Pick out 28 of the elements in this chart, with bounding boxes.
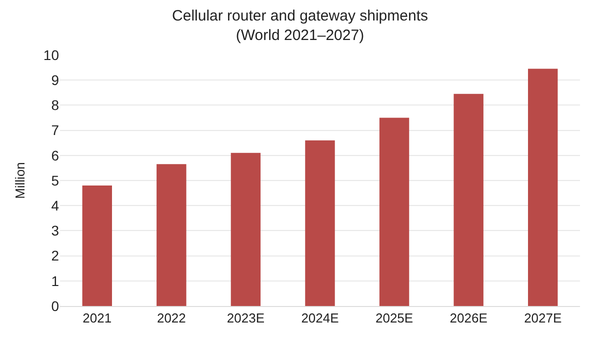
x-tick-label: 2024E — [301, 310, 340, 326]
y-tick-label: 5 — [51, 172, 60, 188]
bar — [528, 68, 558, 306]
x-tick-label: 2023E — [226, 310, 265, 326]
x-tick-label: 2026E — [450, 310, 488, 326]
y-axis-title: Million — [12, 162, 28, 199]
y-tick-label: 9 — [51, 72, 60, 88]
y-tick-label: 4 — [51, 198, 60, 214]
bar — [379, 118, 410, 306]
y-tick-label: 0 — [51, 298, 60, 314]
bar — [305, 140, 335, 306]
y-tick-label: 8 — [51, 97, 60, 114]
bar — [156, 164, 186, 306]
x-tick-label: 2022 — [156, 310, 186, 326]
y-tick-label: 3 — [51, 222, 60, 239]
y-tick-label: 7 — [51, 122, 60, 138]
bar — [454, 94, 484, 306]
x-tick-label: 2025E — [375, 310, 414, 326]
x-tick-label: 2021 — [82, 310, 112, 326]
chart-title: Cellular router and gateway shipments — [172, 7, 428, 24]
y-tick-label: 6 — [51, 147, 60, 164]
bar — [230, 152, 261, 306]
y-tick-label: 2 — [51, 248, 60, 264]
x-tick-label: 2027E — [524, 310, 562, 326]
bar — [82, 186, 112, 306]
y-tick-label: 1 — [51, 272, 60, 289]
chart-subtitle: (World 2021–2027) — [236, 26, 364, 44]
y-tick-label: 10 — [43, 46, 60, 63]
